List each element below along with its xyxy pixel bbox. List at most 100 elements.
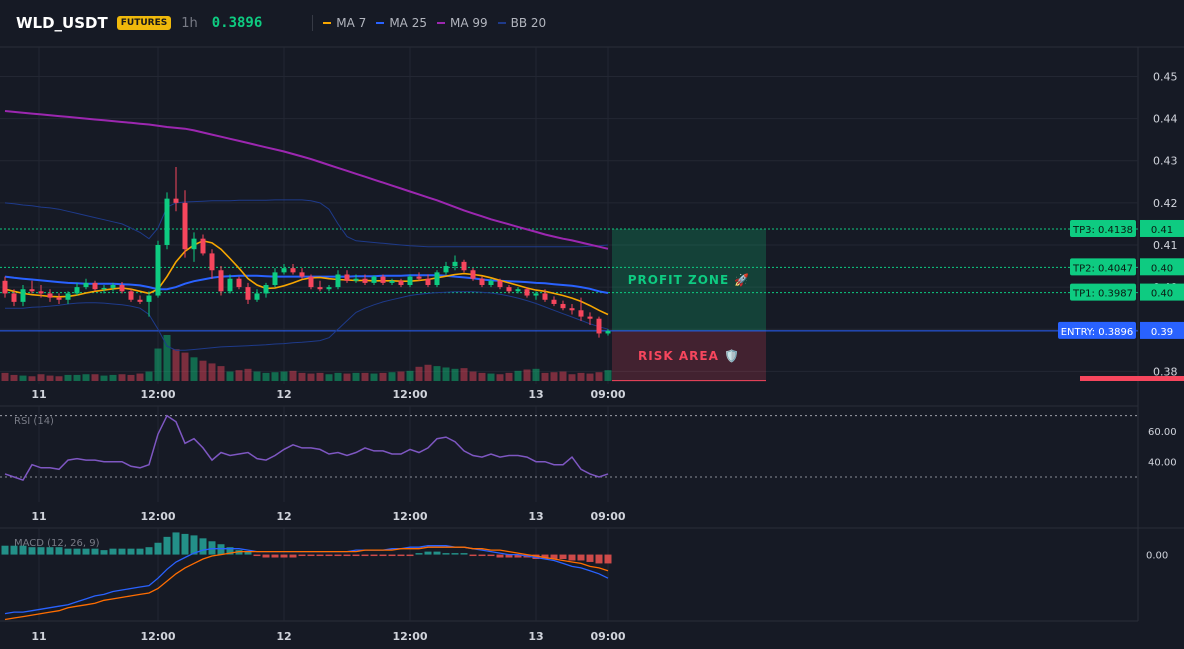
- candle-body[interactable]: [227, 278, 233, 292]
- time-tick-label: 13: [528, 630, 543, 643]
- candle-body[interactable]: [578, 310, 584, 317]
- volume-bar: [217, 366, 225, 381]
- volume-bar: [559, 371, 567, 381]
- candle-body[interactable]: [371, 276, 377, 283]
- volume-bar: [145, 371, 153, 381]
- macd-histogram-bar: [388, 554, 396, 557]
- candle-body[interactable]: [110, 285, 116, 288]
- ma99-swatch-icon: [436, 22, 445, 24]
- macd-histogram-bar: [172, 532, 180, 555]
- candle-body[interactable]: [389, 280, 395, 283]
- candle-body[interactable]: [128, 291, 134, 300]
- candle-body[interactable]: [479, 278, 485, 286]
- price-tick-label: 0.45: [1153, 70, 1178, 83]
- candle-body[interactable]: [281, 268, 287, 273]
- candle-body[interactable]: [299, 272, 305, 277]
- candle-body[interactable]: [245, 287, 251, 300]
- candle-body[interactable]: [119, 285, 125, 292]
- ma7-swatch-icon: [323, 22, 332, 24]
- volume-bar: [397, 371, 405, 381]
- candle-body[interactable]: [326, 287, 332, 290]
- timeframe-label[interactable]: 1h: [181, 15, 198, 31]
- rsi-title: RSI (14): [14, 416, 54, 427]
- legend-ma99[interactable]: MA 99: [436, 16, 488, 30]
- candle-body[interactable]: [290, 268, 296, 273]
- candle-body[interactable]: [605, 330, 611, 334]
- candle-body[interactable]: [38, 291, 44, 294]
- legend-ma25[interactable]: MA 25: [376, 16, 427, 30]
- candle-body[interactable]: [65, 293, 71, 300]
- candle-body[interactable]: [11, 293, 17, 302]
- candle-body[interactable]: [308, 276, 314, 288]
- chart-header: WLD_USDT FUTURES 1h 0.3896 MA 7 MA 25 MA…: [0, 0, 1184, 46]
- candle-body[interactable]: [209, 253, 215, 271]
- macd-histogram-bar: [100, 550, 108, 555]
- candle-body[interactable]: [173, 198, 179, 203]
- candle-body[interactable]: [425, 278, 431, 286]
- candle-body[interactable]: [47, 293, 53, 298]
- candle-body[interactable]: [497, 280, 503, 288]
- candle-body[interactable]: [524, 289, 530, 296]
- legend-ma7[interactable]: MA 7: [323, 16, 366, 30]
- candle-body[interactable]: [533, 293, 539, 296]
- candle-body[interactable]: [380, 276, 386, 283]
- candle-body[interactable]: [164, 198, 170, 245]
- candle-body[interactable]: [542, 293, 548, 300]
- candle-body[interactable]: [137, 299, 143, 302]
- candle-body[interactable]: [452, 261, 458, 267]
- candle-body[interactable]: [56, 297, 62, 300]
- candle-body[interactable]: [272, 272, 278, 286]
- volume-bar: [307, 373, 315, 381]
- volume-bar: [325, 374, 333, 381]
- macd-histogram-bar: [559, 554, 567, 559]
- candle-body[interactable]: [20, 289, 26, 302]
- candle-body[interactable]: [596, 318, 602, 334]
- ma25-swatch-icon: [376, 22, 385, 24]
- candle-body[interactable]: [398, 280, 404, 286]
- candle-body[interactable]: [83, 282, 89, 288]
- candle-body[interactable]: [344, 274, 350, 281]
- time-tick-label: 13: [528, 388, 543, 401]
- candle-body[interactable]: [353, 278, 359, 281]
- candle-body[interactable]: [254, 293, 260, 300]
- candle-body[interactable]: [515, 289, 521, 292]
- legend-bb20[interactable]: BB 20: [497, 16, 546, 30]
- candle-body[interactable]: [191, 238, 197, 250]
- volume-bar: [46, 375, 54, 381]
- candle-body[interactable]: [182, 202, 188, 250]
- candle-body[interactable]: [470, 270, 476, 279]
- candle-body[interactable]: [560, 303, 566, 309]
- candle-body[interactable]: [146, 295, 152, 302]
- candle-body[interactable]: [263, 285, 269, 294]
- candle-body[interactable]: [587, 316, 593, 319]
- candle-body[interactable]: [29, 289, 35, 292]
- candle-body[interactable]: [101, 287, 107, 290]
- time-tick-label: 11: [31, 388, 46, 401]
- candle-body[interactable]: [443, 266, 449, 273]
- symbol-label[interactable]: WLD_USDT: [16, 14, 108, 32]
- candle-body[interactable]: [2, 280, 8, 294]
- time-tick-label: 12:00: [392, 630, 427, 643]
- candle-body[interactable]: [335, 274, 341, 288]
- candle-body[interactable]: [200, 238, 206, 254]
- candle-body[interactable]: [461, 261, 467, 271]
- candle-body[interactable]: [506, 287, 512, 292]
- macd-histogram-bar: [127, 548, 135, 555]
- candle-body[interactable]: [416, 276, 422, 279]
- candle-body[interactable]: [488, 280, 494, 286]
- candle-body[interactable]: [218, 270, 224, 292]
- candle-body[interactable]: [407, 276, 413, 286]
- volume-bar: [280, 371, 288, 381]
- candle-body[interactable]: [317, 287, 323, 290]
- candle-body[interactable]: [155, 244, 161, 296]
- volume-bar: [109, 374, 117, 381]
- macd-histogram-bar: [244, 551, 252, 555]
- candle-body[interactable]: [434, 272, 440, 286]
- candle-body[interactable]: [74, 287, 80, 294]
- candle-body[interactable]: [236, 278, 242, 288]
- candle-body[interactable]: [569, 308, 575, 311]
- candle-body[interactable]: [92, 282, 98, 290]
- candle-body[interactable]: [362, 278, 368, 283]
- candle-body[interactable]: [551, 299, 557, 304]
